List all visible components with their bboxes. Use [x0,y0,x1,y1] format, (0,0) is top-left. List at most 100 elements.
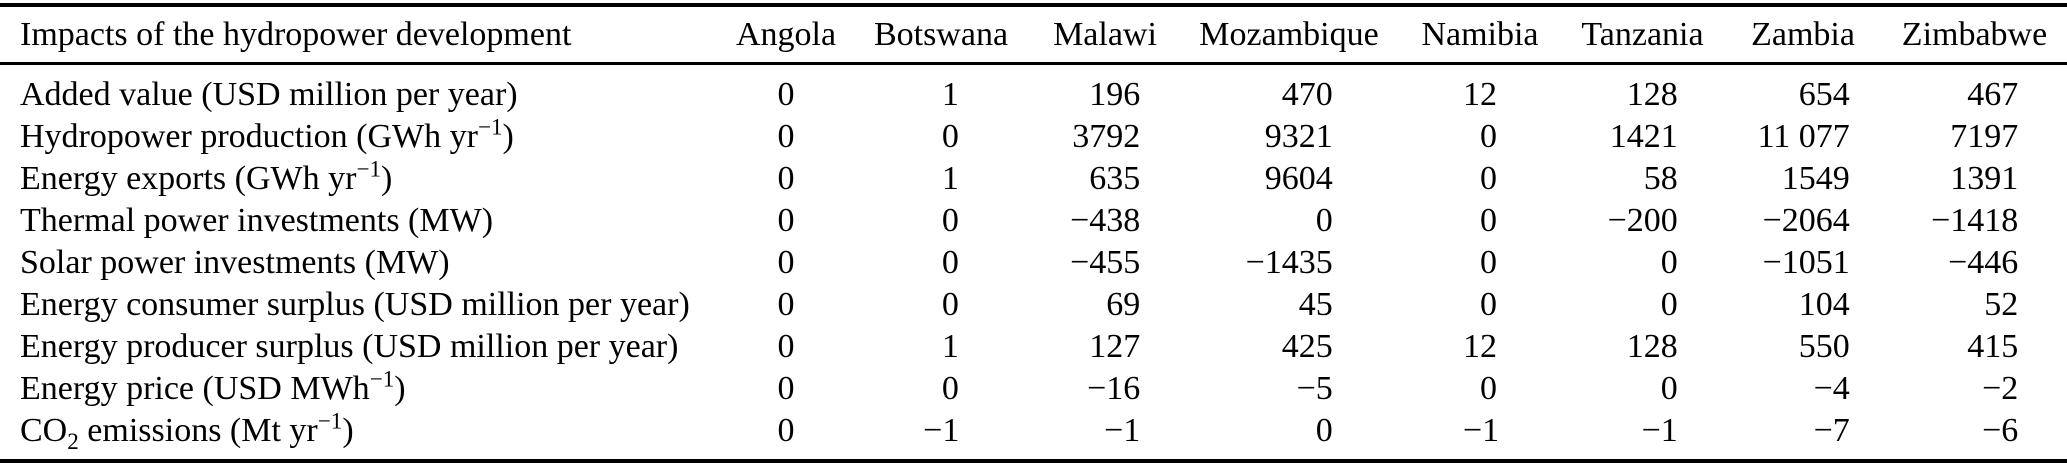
value: −16 [1087,370,1141,407]
value: 12 [1463,328,1497,365]
value-cell: 69 [1031,284,1179,326]
value-cell: 470 [1179,64,1399,117]
value-cell: 467 [1882,64,2067,117]
value: 0 [1480,244,1497,281]
value: 1421 [1609,118,1678,155]
value: 467 [1967,76,2019,113]
value: −1 [923,412,960,449]
value-cell: 0 [721,326,851,368]
column-header-zambia: Zambia [1724,5,1882,65]
value: 1391 [1950,160,2019,197]
value: 0 [777,202,795,239]
value-cell: 12 [1399,64,1561,117]
value-cell: −200 [1561,200,1724,242]
table-row: Energy producer surplus (USD million per… [0,326,2067,368]
table-row: Solar power investments (MW) 0 0 −455 −1435 0… [0,242,2067,284]
value-cell: −2064 [1724,200,1882,242]
column-header-angola: Angola [721,5,851,65]
value: 127 [1089,328,1141,365]
value: 1 [941,76,959,113]
value: −5 [1296,370,1333,407]
superscript: −1 [369,366,395,393]
value-cell: 196 [1031,64,1179,117]
value: 0 [1480,118,1497,155]
value-cell: 0 [721,158,851,200]
value-cell: 0 [721,200,851,242]
value: 0 [1660,244,1678,281]
value-cell: 9321 [1179,116,1399,158]
superscript: −1 [356,156,382,183]
value: 9321 [1264,118,1333,155]
value-cell: 1421 [1561,116,1724,158]
value: −1 [1104,412,1141,449]
value-cell: 11 077 [1724,116,1882,158]
value: 0 [941,202,959,239]
row-label: Thermal power investments (MW) [20,202,494,239]
value-cell: −1418 [1882,200,2067,242]
value-cell: 0 [851,284,1031,326]
value: 0 [1315,202,1333,239]
value-cell: 0 [721,368,851,410]
table-row: CO2 emissions (Mt yr−1) 0 −1 −1 0 −1 −1 −7 −6 [0,410,2067,461]
column-header-zimbabwe: Zimbabwe [1882,5,2067,65]
value-cell: 0 [851,368,1031,410]
value: 0 [777,412,795,449]
value-cell: −446 [1882,242,2067,284]
row-label: Energy consumer surplus (USD million per… [20,286,690,323]
value-cell: 0 [1399,158,1561,200]
value: −1051 [1762,244,1850,281]
row-label: Energy producer surplus (USD million per… [20,328,679,365]
row-label: Hydropower production (GWh yr−1) [20,114,514,155]
value-cell: 128 [1561,64,1724,117]
value-cell: 0 [851,116,1031,158]
value-cell: 0 [1561,368,1724,410]
value-cell: 0 [721,116,851,158]
value-cell: 1 [851,64,1031,117]
value-cell: 128 [1561,326,1724,368]
value-cell: 0 [851,200,1031,242]
value: 11 077 [1757,118,1850,155]
value-cell: −1 [1561,410,1724,461]
value: 69 [1106,286,1141,323]
value-cell: 0 [851,242,1031,284]
value-cell: 7197 [1882,116,2067,158]
value-cell: −1 [1399,410,1561,461]
value-cell: 0 [721,242,851,284]
value-cell: −1435 [1179,242,1399,284]
value: −438 [1070,202,1141,239]
value: 128 [1626,76,1678,113]
value: 0 [1480,286,1497,323]
value: −2064 [1762,202,1850,239]
value-cell: 0 [721,284,851,326]
value: 45 [1298,286,1333,323]
value-cell: 635 [1031,158,1179,200]
value-cell: 0 [1179,200,1399,242]
value: 0 [941,370,959,407]
subscript: 2 [67,428,79,455]
superscript: −1 [317,408,343,435]
column-header-malawi: Malawi [1031,5,1179,65]
value-cell: 0 [1561,242,1724,284]
value: −7 [1813,412,1850,449]
value: 196 [1089,76,1141,113]
value: 58 [1643,160,1678,197]
value: 654 [1798,76,1850,113]
value: −1418 [1931,202,2019,239]
header-row: Impacts of the hydropower development An… [0,5,2067,65]
value: 0 [1480,370,1497,407]
value: 0 [777,286,795,323]
value: 0 [941,244,959,281]
value: 0 [1660,370,1678,407]
value: 0 [777,328,795,365]
value-cell: 52 [1882,284,2067,326]
value: −6 [1982,412,2019,449]
table-row: Energy consumer surplus (USD million per… [0,284,2067,326]
value: −200 [1607,202,1678,239]
row-label: CO2 emissions (Mt yr−1) [20,408,354,455]
row-label: Energy price (USD MWh−1) [20,366,406,407]
value: 0 [777,118,795,155]
row-label: Added value (USD million per year) [20,76,518,113]
row-label: Solar power investments (MW) [20,244,450,281]
value: 0 [777,244,795,281]
value-cell: 654 [1724,64,1882,117]
